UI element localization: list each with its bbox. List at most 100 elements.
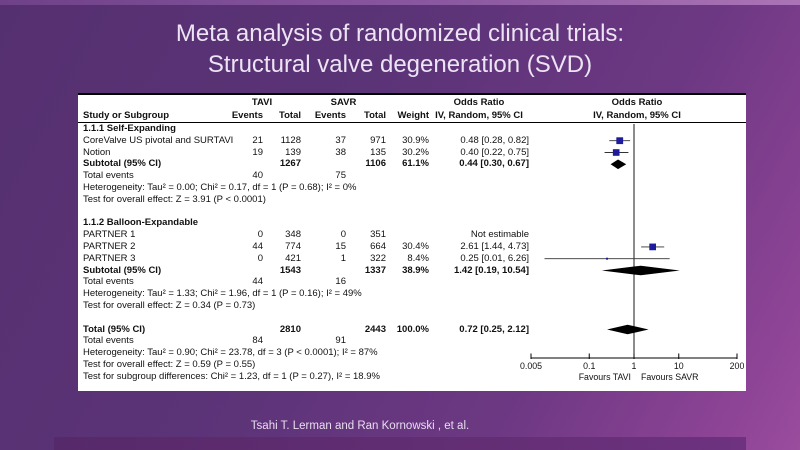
row-label: Subtotal (95% CI) [83, 158, 162, 170]
table-row-text: Total events 84 91 [78, 335, 746, 347]
col-group-savr: SAVR [330, 97, 357, 108]
table-row-group: 1.1.2 Balloon-Expandable [78, 217, 746, 229]
row-label: Heterogeneity: Tau² = 0.00; Chi² = 0.17,… [83, 181, 357, 193]
row-label: PARTNER 2 [83, 240, 136, 252]
table-cell: 0.44 [0.30, 0.67] [459, 158, 529, 170]
table-cell: 30.2% [402, 146, 429, 158]
row-label: Test for overall effect: Z = 0.59 (P = 0… [83, 358, 256, 370]
table-cell: 100.0% [396, 323, 429, 335]
table-cell: 1337 [364, 264, 386, 276]
table-row-subtotal: Subtotal (95% CI) 1543 1337 38.9% 1.42 [0.19… [78, 265, 746, 277]
col-odds-ratio-title: Odds Ratio [453, 97, 505, 108]
row-label: Test for subgroup differences: Chi² = 1.… [83, 370, 380, 382]
table-row-study: PARTNER 2 44 774 15 664 30.4% 2.61 [1.44, 4.73… [78, 241, 746, 253]
row-label: Test for overall effect: Z = 3.91 (P < 0… [83, 193, 266, 205]
table-row-text: Total events 40 75 [78, 170, 746, 182]
table-header-columns: Study or Subgroup Events Total Events To… [78, 109, 746, 122]
table-cell: 38.9% [402, 264, 429, 276]
table-cell: 21 [252, 134, 263, 146]
table-row-blank [78, 312, 746, 324]
table-cell: 40 [252, 170, 263, 182]
table-body: 1.1.1 Self-Expanding CoreValve US pivotal… [78, 123, 746, 383]
table-cell: 1543 [279, 264, 301, 276]
row-label: 1.1.2 Balloon-Expandable [83, 217, 199, 229]
table-cell: 139 [285, 146, 301, 158]
table-cell: 351 [370, 229, 386, 241]
slide-title-line2: Structural valve degeneration (SVD) [207, 51, 593, 78]
table-cell: 19 [252, 146, 263, 158]
row-label: Heterogeneity: Tau² = 0.90; Chi² = 23.78… [83, 347, 378, 359]
table-row-text: Test for overall effect: Z = 0.59 (P = 0… [78, 359, 746, 371]
table-row-text: Heterogeneity: Tau² = 0.00; Chi² = 0.17,… [78, 182, 746, 194]
plot-method: IV, Random, 95% CI [593, 110, 681, 121]
table-cell: 44 [252, 240, 263, 252]
table-cell: 971 [370, 134, 386, 146]
plot-odds-ratio-title: Odds Ratio [611, 97, 663, 108]
table-cell: 322 [370, 252, 386, 264]
table-cell: 421 [285, 252, 301, 264]
row-label: Total events [83, 335, 134, 347]
table-cell: 44 [252, 276, 263, 288]
table-row-blank [78, 206, 746, 218]
slide-footer: Tsahi T. Lerman and Ran Kornowski , et a… [250, 420, 470, 432]
row-label: PARTNER 3 [83, 252, 136, 264]
row-label: Heterogeneity: Tau² = 1.33; Chi² = 1.96,… [83, 288, 362, 300]
table-cell: 0 [257, 229, 263, 241]
table-cell: 135 [370, 146, 386, 158]
table-row-text: Test for overall effect: Z = 3.91 (P < 0… [78, 194, 746, 206]
table-cell: 0 [340, 229, 346, 241]
table-cell: 8.4% [407, 252, 429, 264]
table-row-text: Heterogeneity: Tau² = 0.90; Chi² = 23.78… [78, 347, 746, 359]
table-cell: 348 [285, 229, 301, 241]
col-study-or-subgroup: Study or Subgroup [83, 110, 170, 121]
row-label: Total events [83, 276, 134, 288]
table-cell: Not estimable [470, 229, 529, 241]
table-cell: 1267 [279, 158, 301, 170]
col-savr-events: Events [314, 110, 346, 121]
table-cell: 15 [335, 240, 346, 252]
forest-plot-panel: TAVI SAVR Odds Ratio Odds Ratio Study or… [78, 93, 746, 391]
table-cell: 0 [257, 252, 263, 264]
row-label: Subtotal (95% CI) [83, 264, 162, 276]
table-cell: 0.25 [0.01, 6.26] [460, 252, 529, 264]
row-label: 1.1.1 Self-Expanding [83, 123, 176, 134]
table-cell: 30.4% [402, 240, 429, 252]
table-row-text: Heterogeneity: Tau² = 1.33; Chi² = 1.96,… [78, 288, 746, 300]
table-row-subtotal: Subtotal (95% CI) 1267 1106 61.1% 0.44 [0.30… [78, 158, 746, 170]
table-cell: 2443 [364, 323, 386, 335]
top-accent-strip [0, 0, 800, 5]
col-savr-total: Total [364, 110, 386, 121]
col-method: IV, Random, 95% CI [435, 110, 523, 121]
slide-title: Meta analysis of randomized clinical tri… [40, 18, 760, 80]
bottom-accent-band [54, 437, 746, 450]
table-cell: 0.48 [0.28, 0.82] [460, 134, 529, 146]
col-weight: Weight [397, 110, 430, 121]
table-row-text: Test for subgroup differences: Chi² = 1.… [78, 371, 746, 383]
table-cell: 664 [370, 240, 386, 252]
table-cell: 61.1% [402, 158, 429, 170]
row-label: Test for overall effect: Z = 0.34 (P = 0… [83, 299, 256, 311]
table-row-study: CoreValve US pivotal and SURTAVI 21 1128 37… [78, 135, 746, 147]
row-label: PARTNER 1 [83, 229, 136, 241]
table-cell: 84 [252, 335, 263, 347]
col-tavi-total: Total [279, 110, 301, 121]
table-row-text: Total events 44 16 [78, 276, 746, 288]
table-cell: 1128 [280, 134, 301, 146]
row-label: Notion [83, 146, 111, 158]
row-label: CoreValve US pivotal and SURTAVI [83, 134, 234, 146]
table-header: TAVI SAVR Odds Ratio Odds Ratio Study or… [78, 93, 746, 123]
table-header-groups: TAVI SAVR Odds Ratio Odds Ratio [78, 96, 746, 109]
table-row-study: PARTNER 1 0 348 0 351 Not estimable [78, 229, 746, 241]
slide-title-line1: Meta analysis of randomized clinical tri… [175, 20, 625, 47]
table-cell: 16 [335, 276, 346, 288]
row-label: Total (95% CI) [83, 323, 146, 335]
table-row-subtotal: Total (95% CI) 2810 2443 100.0% 0.72 [0.25, … [78, 324, 746, 336]
table-cell: 2.61 [1.44, 4.73] [460, 240, 529, 252]
table-cell: 38 [335, 146, 346, 158]
table-cell: 1106 [365, 158, 386, 170]
col-group-tavi: TAVI [251, 97, 273, 108]
table-cell: 0.40 [0.22, 0.75] [460, 146, 529, 158]
col-tavi-events: Events [231, 110, 263, 121]
table-cell: 30.9% [402, 134, 429, 146]
